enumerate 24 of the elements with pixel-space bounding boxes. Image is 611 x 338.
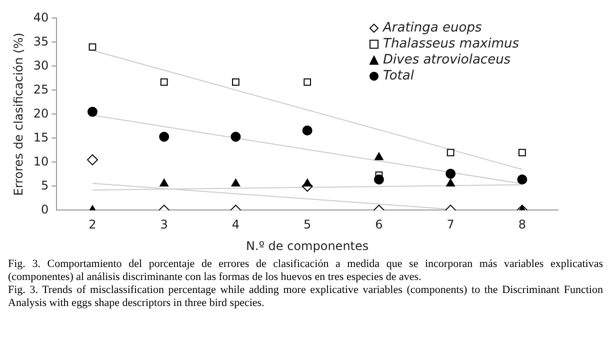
y-tick-label: 35 [33, 34, 49, 48]
legend-label: Dives atroviolaceus [383, 52, 511, 68]
legend-label: Total [383, 68, 414, 84]
x-tick-label: 5 [304, 218, 312, 232]
x-tick-label: 7 [446, 218, 454, 232]
x-tick-label: 2 [88, 218, 96, 232]
y-tick-label: 15 [33, 130, 49, 144]
caption: Fig. 3. Comportamiento del porcentaje de errores de clasificación a medida que se incorporan más variables explicativas (componentes) al análisis discriminante con las formas de los huevos en tres especies de aves. [8, 258, 603, 284]
x-tick-label: 6 [375, 218, 383, 232]
y-tick-label: 10 [33, 154, 49, 168]
y-tick-label: 0 [41, 202, 49, 216]
x-tick-label: 3 [160, 218, 168, 232]
y-tick-label: 40 [33, 10, 49, 24]
x-tick-label: 4 [232, 218, 240, 232]
y-tick-label: 5 [41, 178, 49, 192]
y-tick-label: 20 [33, 106, 49, 120]
y-axis-title: Errores de clasificación (%) [11, 32, 26, 196]
x-tick-label: 8 [518, 218, 526, 232]
legend-label: Aratinga euops [382, 20, 482, 36]
y-tick-label: 30 [33, 58, 49, 72]
x-axis-title: N.º de componentes [246, 238, 369, 253]
caption: Fig. 3. Trends of misclassification percentage while adding more explicative variables (components) to the Discriminant Function Analysis with eggs shape descriptors in three bird species. [8, 284, 603, 310]
y-tick-label: 25 [33, 82, 49, 96]
legend-label: Thalasseus maximus [383, 36, 520, 52]
